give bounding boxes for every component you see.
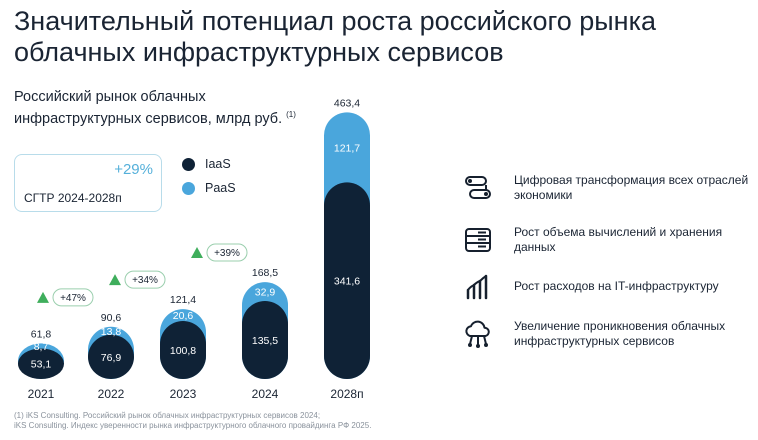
bar-total-label: 463,4: [334, 97, 360, 109]
bar-iaas: [88, 334, 134, 379]
toggle-icon: [465, 176, 491, 199]
cagr-label: CГТР 2024-2028п: [24, 191, 122, 205]
legend-dot-iaas: [182, 157, 195, 171]
bar-iaas: [242, 301, 288, 379]
growth-up-triangle: [37, 291, 49, 303]
growth-up-triangle: [109, 274, 121, 286]
bar-label-iaas: 53,1: [31, 359, 52, 371]
cagr-box: +29% CГТР 2024-2028п: [14, 154, 162, 212]
driver-it-spend: Рост расходов на IT-инфраструктуру: [462, 270, 754, 302]
driver-digital-transformation: Цифровая трансформация всех отраслей эко…: [462, 172, 754, 204]
bar-label-paas: 8,7: [34, 341, 49, 353]
bar-total-label: 90,6: [101, 312, 122, 324]
growth-badge: [206, 243, 248, 262]
bar-iaas: [160, 320, 206, 379]
bar-label-iaas: 76,9: [101, 352, 122, 364]
bar-label-iaas: 100,8: [170, 345, 196, 357]
growth-chart-icon: [466, 274, 488, 300]
chart-subtitle-text: Российский рынок облачных инфраструктурн…: [14, 89, 283, 127]
legend-label-iaas: IaaS: [205, 157, 231, 171]
growth-up-triangle: [191, 247, 203, 259]
bar-label-paas: 32,9: [255, 287, 276, 299]
x-tick-label: 2023: [170, 387, 197, 401]
footnote-ref: (1): [286, 110, 296, 119]
growth-badge-label: +34%: [132, 275, 158, 286]
bar-iaas: [324, 182, 370, 379]
stacked-bar-chart: 53,1 8,761,8 2021 76,9 13,8 90,6 2022 100,8 20,6…: [18, 97, 370, 401]
bar-total-label: 61,8: [31, 328, 52, 340]
growth-badge: [124, 270, 166, 289]
legend-item-paas: PaaS: [182, 176, 236, 200]
bar-label-iaas: 341,6: [334, 276, 360, 288]
chart-legend: IaaS PaaS: [182, 152, 236, 200]
driver-text: Рост расходов на IT-инфраструктуру: [514, 278, 719, 293]
legend-dot-paas: [182, 181, 195, 195]
driver-text: Цифровая трансформация всех отраслей эко…: [514, 173, 749, 202]
footnote-line: (1) iKS Consulting. Российский рынок обл…: [14, 411, 321, 420]
cloud-network-icon: [465, 320, 490, 348]
bar-total-label: 168,5: [252, 267, 278, 279]
driver-text: Рост объема вычислений и хранения данных: [514, 225, 723, 254]
bar-label-paas: 13,8: [101, 326, 122, 338]
x-tick-label: 2024: [252, 387, 279, 401]
driver-data-volume: Рост объема вычислений и хранения данных: [462, 224, 754, 256]
chart-subtitle: Российский рынок облачных инфраструктурн…: [14, 89, 334, 128]
bar-label-iaas: 135,5: [252, 335, 278, 347]
x-tick-label: 2022: [98, 387, 125, 401]
footnote-line: iKS Consulting. Индекс уверенности рынка…: [14, 421, 372, 430]
x-tick-label: 2021: [28, 387, 55, 401]
bar-total-label: 121,4: [170, 294, 196, 306]
bar-label-paas: 121,7: [334, 142, 360, 154]
growth-badge: [52, 288, 94, 307]
bar-iaas: [18, 348, 64, 379]
server-icon: [465, 228, 491, 252]
page-title: Значительный потенциал роста российского…: [14, 6, 657, 67]
driver-text: Увеличение проникновения облачных инфрас…: [514, 319, 726, 348]
footnote: (1) iKS Consulting. Российский рынок обл…: [14, 411, 371, 431]
growth-badge-label: +39%: [214, 248, 240, 259]
legend-label-paas: PaaS: [205, 181, 236, 195]
x-tick-label: 2028п: [330, 387, 363, 401]
cagr-value: +29%: [114, 161, 153, 178]
legend-item-iaas: IaaS: [182, 152, 236, 176]
growth-badge-label: +47%: [60, 293, 86, 304]
driver-cloud-penetration: Увеличение проникновения облачных инфрас…: [462, 318, 754, 350]
bar-label-paas: 20,6: [173, 310, 194, 322]
